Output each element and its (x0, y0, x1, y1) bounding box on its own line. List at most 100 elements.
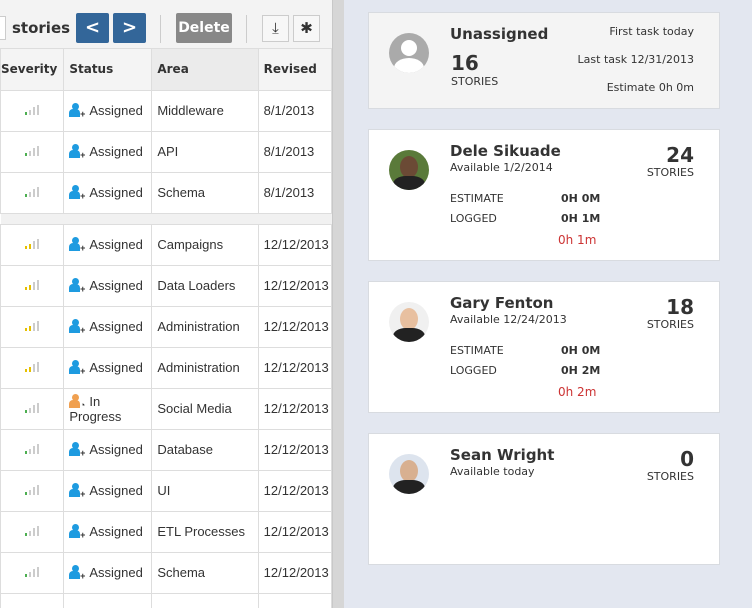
table-row[interactable]: + Assigned Schema 12/12/2013 (0, 551, 332, 594)
stories-label: stories (12, 19, 71, 37)
status-text: In Progress (69, 393, 122, 424)
first-task: First task today (609, 25, 694, 38)
time-difference: 0h 1m (558, 233, 597, 247)
severity-cell (0, 305, 65, 348)
table-row[interactable]: + Assigned Middleware 8/1/2013 (0, 89, 332, 132)
user-plus-icon: + (69, 319, 85, 335)
col-revised[interactable]: Revised (257, 49, 332, 91)
status-text: Assigned (89, 442, 143, 457)
table-row[interactable]: + Assigned API 8/1/2013 (0, 130, 332, 173)
revised-cell: 12/12/2013 (257, 387, 332, 430)
story-count: 0 (680, 447, 694, 471)
severity-cell (0, 264, 65, 307)
area-cell: ETL Processes (151, 510, 259, 553)
prev-button[interactable]: < (76, 13, 109, 43)
user-plus-icon: + (69, 237, 85, 253)
revised-cell: 12/12/2013 (257, 469, 332, 512)
default-avatar-icon (389, 33, 429, 73)
revised-cell: 12/12/2013 (257, 510, 332, 553)
status-text: Assigned (89, 144, 143, 159)
download-icon: ⤓ (272, 19, 279, 37)
status-text: Assigned (89, 524, 143, 539)
table-row[interactable]: + Assigned Database 12/12/2013 (0, 428, 332, 471)
col-severity[interactable]: Severity (0, 49, 65, 91)
estimate-value: 0H 0M (561, 344, 601, 357)
status-cell: + Assigned (63, 551, 153, 594)
person-card[interactable]: Dele Sikuade Available 1/2/2014 24 STORI… (368, 129, 720, 261)
severity-cell (0, 469, 65, 512)
status-text: Assigned (89, 483, 143, 498)
status-cell: ◔ In Progress (63, 387, 153, 430)
severity-cell (0, 89, 65, 132)
settings-button[interactable]: ✱ (293, 15, 320, 42)
table-row[interactable]: + Assigned Campaigns 12/12/2013 (0, 223, 332, 266)
severity-cell (0, 346, 65, 389)
avatar (389, 302, 429, 342)
unassigned-card[interactable]: Unassigned 16 STORIES First task today L… (368, 12, 720, 109)
user-plus-icon: + (69, 565, 85, 581)
page-size-input[interactable] (0, 16, 6, 40)
status-text: Assigned (89, 360, 143, 375)
status-cell: + Assigned (63, 428, 153, 471)
area-cell: Social Media (151, 387, 259, 430)
area-cell: API (151, 130, 259, 173)
person-card[interactable]: Sean Wright Available today 0 STORIES (368, 433, 720, 565)
revised-cell: 12/12/2013 (257, 346, 332, 389)
status-cell: + Assigned (63, 130, 153, 173)
status-cell: + Assigned (63, 89, 153, 132)
person-name: Sean Wright (450, 446, 555, 464)
revised-cell: 12/12/2013 (257, 223, 332, 266)
gear-icon: ✱ (300, 19, 313, 37)
stories-panel: stories < > Delete ⤓ ✱ Severity Status A… (0, 0, 332, 608)
table-row[interactable]: + Assigned Schema 8/1/2013 (0, 171, 332, 214)
table-row[interactable]: + Assigned Administration 12/12/2013 (0, 346, 332, 389)
user-plus-icon: + (69, 278, 85, 294)
status-text: Assigned (89, 185, 143, 200)
severity-bars-icon (25, 279, 40, 290)
download-button[interactable]: ⤓ (262, 15, 289, 42)
user-plus-icon: + (69, 442, 85, 458)
logged-value: 0H 1M (561, 212, 601, 225)
stories-label: STORIES (646, 318, 694, 331)
availability: Available 12/24/2013 (450, 313, 567, 326)
status-cell: + Assigned (63, 346, 153, 389)
severity-bars-icon (25, 186, 40, 197)
stories-table: Severity Status Area Revised + Assigned M… (0, 49, 332, 608)
revised-cell: 12/12/2013 (257, 305, 332, 348)
revised-cell: 12/12/2013 (257, 428, 332, 471)
status-cell: + Assigned (63, 469, 153, 512)
last-task: Last task 12/31/2013 (577, 53, 694, 66)
person-name: Dele Sikuade (450, 142, 561, 160)
col-area[interactable]: Area (151, 49, 259, 91)
next-button[interactable]: > (113, 13, 146, 43)
table-row[interactable] (0, 592, 332, 608)
severity-cell (0, 387, 65, 430)
user-plus-icon: + (69, 103, 85, 119)
table-row[interactable]: + Assigned ETL Processes 12/12/2013 (0, 510, 332, 553)
severity-bars-icon (25, 361, 40, 372)
severity-cell (0, 551, 65, 594)
table-row[interactable]: + Assigned Administration 12/12/2013 (0, 305, 332, 348)
availability: Available 1/2/2014 (450, 161, 553, 174)
severity-bars-icon (25, 443, 40, 454)
severity-bars-icon (25, 484, 40, 495)
col-status[interactable]: Status (63, 49, 153, 91)
delete-button[interactable]: Delete (176, 13, 232, 43)
revised-cell: 8/1/2013 (257, 89, 332, 132)
avatar (389, 454, 429, 494)
revised-cell: 12/12/2013 (257, 264, 332, 307)
person-card[interactable]: Gary Fenton Available 12/24/2013 18 STOR… (368, 281, 720, 413)
table-row[interactable]: + Assigned UI 12/12/2013 (0, 469, 332, 512)
table-row[interactable]: + Assigned Data Loaders 12/12/2013 (0, 264, 332, 307)
severity-cell (0, 223, 65, 266)
table-row[interactable]: ◔ In Progress Social Media 12/12/2013 (0, 387, 332, 430)
area-cell: Campaigns (151, 223, 259, 266)
logged-value: 0H 2M (561, 364, 601, 377)
toolbar: stories < > Delete ⤓ ✱ (0, 0, 332, 49)
area-cell: Database (151, 428, 259, 471)
status-text: Assigned (89, 103, 143, 118)
estimate: Estimate 0h 0m (606, 81, 694, 94)
splitter[interactable] (332, 0, 344, 608)
group-separator (0, 212, 332, 225)
area-cell: Administration (151, 346, 259, 389)
